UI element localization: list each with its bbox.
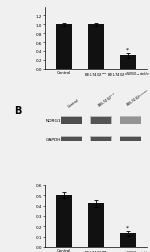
Bar	[61, 118, 82, 124]
Bar	[90, 117, 112, 125]
Bar	[120, 137, 141, 142]
Bar	[120, 137, 141, 141]
Text: B: B	[14, 106, 22, 115]
Text: *: *	[126, 225, 129, 229]
Bar	[88, 25, 104, 69]
Text: BEL7402$^{siNDRG1}$: BEL7402$^{siNDRG1}$	[124, 86, 150, 108]
Bar	[61, 117, 82, 125]
Text: Control: Control	[68, 98, 81, 108]
Bar	[88, 204, 104, 247]
Bar	[61, 137, 82, 142]
Bar	[91, 118, 111, 124]
Bar	[120, 118, 141, 124]
Text: NDRG1: NDRG1	[46, 119, 62, 123]
Text: *: *	[126, 48, 129, 53]
Bar	[61, 137, 82, 141]
Bar	[90, 137, 112, 142]
Bar	[56, 25, 72, 69]
Bar	[120, 117, 141, 125]
Bar	[91, 137, 111, 141]
Bar	[56, 196, 72, 247]
Text: GAPDH: GAPDH	[46, 137, 61, 141]
Bar	[120, 56, 136, 69]
Text: BEL7402$^{--}$: BEL7402$^{--}$	[96, 90, 118, 108]
Bar	[120, 234, 136, 247]
